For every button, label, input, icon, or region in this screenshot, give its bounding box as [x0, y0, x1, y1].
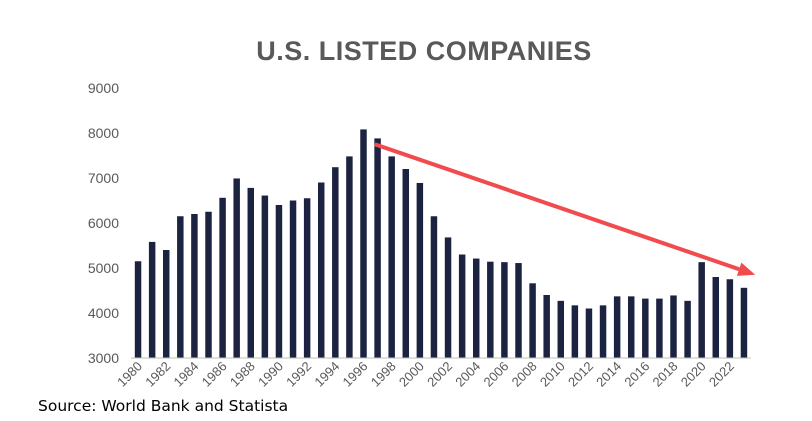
bar-2016	[642, 298, 649, 358]
bar-2015	[627, 296, 635, 358]
x-tick-label: 2014	[593, 359, 624, 390]
bar-2000	[416, 182, 424, 358]
bar-2022	[726, 279, 734, 358]
x-tick-label: 2006	[480, 359, 511, 390]
x-tick-label: 1990	[255, 359, 286, 390]
bar-1991	[289, 200, 297, 358]
x-tick-label: 2022	[706, 359, 737, 390]
bar-1995	[346, 156, 353, 358]
y-tick-label: 4000	[88, 305, 119, 321]
bar-1981	[148, 241, 156, 358]
x-tick-label: 1988	[227, 359, 258, 390]
bar-2014	[613, 296, 621, 358]
bar-1987	[233, 178, 240, 358]
bar-2009	[543, 295, 550, 358]
bar-1982	[162, 250, 170, 358]
bar-1990	[275, 205, 283, 358]
trend-annotation	[374, 142, 756, 276]
bar-2008	[529, 283, 536, 358]
x-tick-label: 2012	[565, 359, 596, 390]
bar-1988	[247, 187, 255, 358]
bar-2007	[515, 263, 522, 358]
bar-1992	[303, 198, 311, 358]
bar-1986	[219, 197, 226, 358]
x-tick-label: 1984	[170, 359, 201, 390]
bar-2012	[585, 308, 593, 358]
bar-2005	[487, 261, 494, 358]
bar-2017	[656, 298, 663, 358]
y-tick-label: 5000	[88, 260, 119, 276]
x-tick-label: 2004	[452, 359, 483, 390]
y-tick-label: 7000	[88, 170, 119, 186]
x-tick-label: 1982	[142, 359, 173, 390]
bar-1996	[360, 129, 367, 358]
trend-arrow-head	[736, 262, 756, 276]
bar-1980	[134, 261, 142, 358]
bar-1984	[191, 214, 198, 358]
y-tick-label: 3000	[88, 350, 119, 366]
bar-2010	[557, 300, 565, 358]
x-tick-label: 1994	[311, 359, 342, 390]
x-axis: 1980198219841986198819901992199419961998…	[114, 359, 737, 390]
trend-arrow-line	[374, 142, 740, 272]
x-tick-label: 2010	[537, 359, 568, 390]
x-tick-label: 2020	[678, 359, 709, 390]
bar-1998	[388, 156, 395, 358]
x-tick-label: 1998	[368, 359, 399, 390]
x-tick-label: 1996	[340, 359, 371, 390]
y-tick-label: 9000	[88, 80, 119, 96]
bar-1985	[205, 211, 212, 358]
chart-title: U.S. LISTED COMPANIES	[256, 36, 592, 66]
bar-2023	[740, 287, 748, 358]
x-tick-label: 2000	[396, 359, 427, 390]
bars	[134, 129, 748, 358]
bar-1989	[261, 195, 269, 358]
x-tick-label: 2002	[424, 359, 455, 390]
bar-2018	[670, 295, 677, 358]
bar-1993	[317, 182, 325, 358]
bar-1983	[177, 216, 184, 358]
bar-1994	[332, 167, 339, 358]
x-tick-label: 2008	[509, 359, 540, 390]
x-tick-label: 1986	[199, 359, 230, 390]
bar-2019	[684, 300, 691, 358]
y-tick-label: 8000	[88, 125, 119, 141]
bar-2013	[599, 305, 607, 358]
y-tick-label: 6000	[88, 215, 119, 231]
bar-2020	[698, 262, 705, 358]
bar-1997	[374, 138, 381, 358]
bar-2004	[472, 258, 480, 358]
x-tick-label: 1992	[283, 359, 314, 390]
x-tick-label: 2016	[621, 359, 652, 390]
bar-2002	[444, 237, 452, 358]
bar-2021	[712, 277, 720, 358]
bar-1999	[402, 169, 410, 358]
bar-2001	[430, 216, 438, 358]
bar-2011	[571, 305, 579, 358]
y-axis: 3000 4000 5000 6000 7000 8000 9000	[88, 80, 119, 366]
x-tick-label: 2018	[650, 359, 681, 390]
bar-2003	[458, 254, 466, 358]
bar-2006	[501, 262, 508, 358]
source-note: Source: World Bank and Statista	[38, 397, 289, 415]
